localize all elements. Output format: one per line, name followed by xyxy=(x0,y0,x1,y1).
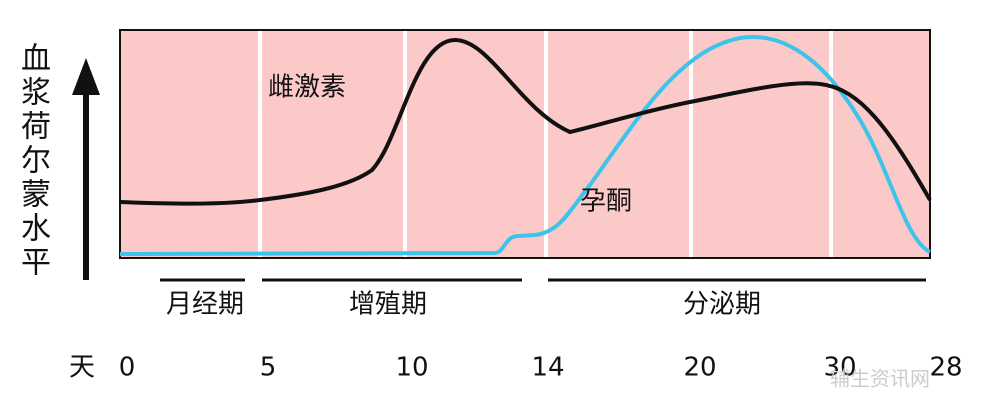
x-tick-label: 30 xyxy=(823,353,856,383)
phase-dividers xyxy=(258,31,833,257)
estrogen-label: 雌激素 xyxy=(268,73,346,103)
y-axis-label-char: 血 xyxy=(21,42,51,77)
x-tick-label: 0 xyxy=(119,353,136,383)
x-tick-label: 28 xyxy=(929,353,962,383)
chart-panel xyxy=(119,29,931,259)
progesterone-label: 孕酮 xyxy=(580,187,632,217)
phase-label: 增殖期 xyxy=(349,290,427,320)
y-axis-label-char: 尔 xyxy=(21,144,51,179)
progesterone-curve xyxy=(119,34,932,256)
y-axis-label-char: 浆 xyxy=(21,76,51,111)
phase-label: 月经期 xyxy=(166,290,244,320)
arrow-head xyxy=(72,58,100,95)
x-tick-label: 14 xyxy=(531,353,564,383)
x-tick-label: 20 xyxy=(683,353,716,383)
x-axis-label: 天 xyxy=(69,353,95,383)
y-axis-label-char: 荷 xyxy=(21,110,51,145)
watermark: 辅生资讯网 xyxy=(830,367,930,391)
y-axis-label-char: 蒙 xyxy=(21,178,51,213)
y-axis-label-char: 平 xyxy=(21,246,51,281)
y-axis-label-char: 水 xyxy=(21,212,51,247)
estrogen-curve xyxy=(119,37,932,206)
x-tick-label: 10 xyxy=(395,353,428,383)
x-tick-label: 5 xyxy=(260,353,277,383)
phase-label: 分泌期 xyxy=(683,290,761,320)
